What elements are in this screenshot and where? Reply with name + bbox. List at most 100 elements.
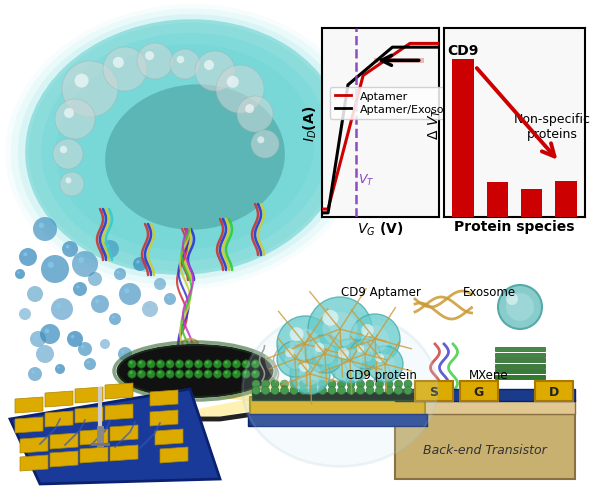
Ellipse shape <box>55 364 65 374</box>
Ellipse shape <box>95 300 100 304</box>
Ellipse shape <box>299 363 321 385</box>
Circle shape <box>251 360 260 368</box>
Ellipse shape <box>145 52 154 61</box>
Polygon shape <box>80 447 108 463</box>
Ellipse shape <box>133 258 147 271</box>
Polygon shape <box>395 414 575 479</box>
Ellipse shape <box>73 283 87 296</box>
Ellipse shape <box>328 339 372 383</box>
Ellipse shape <box>41 256 69 284</box>
Circle shape <box>196 371 199 374</box>
Circle shape <box>167 371 170 374</box>
Bar <box>495 353 545 357</box>
Polygon shape <box>160 447 188 463</box>
Circle shape <box>404 386 412 395</box>
Circle shape <box>376 380 383 388</box>
Ellipse shape <box>91 295 109 313</box>
Ellipse shape <box>290 327 304 342</box>
Circle shape <box>337 380 346 388</box>
Ellipse shape <box>113 58 124 69</box>
Circle shape <box>234 371 237 374</box>
Ellipse shape <box>33 218 57 242</box>
Ellipse shape <box>88 272 102 286</box>
Text: CD9 Aptamer: CD9 Aptamer <box>341 285 421 299</box>
Polygon shape <box>50 451 78 467</box>
Ellipse shape <box>41 34 329 262</box>
Ellipse shape <box>103 48 147 92</box>
Ellipse shape <box>27 286 43 303</box>
Polygon shape <box>395 399 575 414</box>
Circle shape <box>244 371 247 374</box>
Bar <box>495 358 545 362</box>
Polygon shape <box>10 389 220 484</box>
Ellipse shape <box>290 354 330 394</box>
Ellipse shape <box>361 325 389 353</box>
Polygon shape <box>105 383 133 399</box>
Bar <box>395 389 575 401</box>
Bar <box>415 381 453 401</box>
Circle shape <box>156 370 164 378</box>
Text: Non-specific
proteins: Non-specific proteins <box>514 112 591 141</box>
Circle shape <box>224 361 227 364</box>
Ellipse shape <box>25 20 345 275</box>
Circle shape <box>158 371 161 374</box>
Circle shape <box>130 361 133 364</box>
Polygon shape <box>15 397 43 413</box>
Ellipse shape <box>31 370 34 374</box>
Ellipse shape <box>29 24 341 272</box>
Ellipse shape <box>314 344 335 365</box>
Ellipse shape <box>55 100 95 140</box>
Ellipse shape <box>242 312 437 467</box>
Polygon shape <box>105 404 133 420</box>
Circle shape <box>234 361 237 364</box>
Circle shape <box>395 386 403 395</box>
Circle shape <box>139 361 142 364</box>
Circle shape <box>506 293 534 321</box>
Ellipse shape <box>137 44 173 80</box>
Ellipse shape <box>306 335 344 373</box>
Bar <box>535 381 573 401</box>
Ellipse shape <box>23 253 28 257</box>
Text: MXene: MXene <box>469 368 509 382</box>
Circle shape <box>337 386 346 395</box>
Circle shape <box>498 285 542 329</box>
Bar <box>495 375 545 379</box>
Ellipse shape <box>308 297 372 361</box>
Ellipse shape <box>204 61 214 71</box>
Circle shape <box>506 293 518 305</box>
Bar <box>460 381 498 401</box>
Ellipse shape <box>84 358 96 370</box>
Ellipse shape <box>237 97 273 133</box>
Ellipse shape <box>100 339 110 349</box>
Circle shape <box>147 370 155 378</box>
Circle shape <box>215 361 218 364</box>
Ellipse shape <box>78 342 92 356</box>
Ellipse shape <box>101 241 119 259</box>
Ellipse shape <box>136 261 139 264</box>
Ellipse shape <box>67 331 83 347</box>
Ellipse shape <box>64 109 74 119</box>
Circle shape <box>328 380 336 388</box>
Ellipse shape <box>78 258 84 264</box>
Y-axis label: $I_D$(A): $I_D$(A) <box>302 105 319 141</box>
Ellipse shape <box>17 272 20 274</box>
Ellipse shape <box>30 331 46 347</box>
Ellipse shape <box>105 85 285 230</box>
Ellipse shape <box>164 293 176 305</box>
Circle shape <box>232 360 241 368</box>
Ellipse shape <box>367 346 403 382</box>
Circle shape <box>196 361 199 364</box>
Ellipse shape <box>19 308 31 320</box>
Ellipse shape <box>285 348 294 358</box>
Ellipse shape <box>322 310 338 326</box>
Ellipse shape <box>45 329 49 334</box>
Circle shape <box>223 360 231 368</box>
Ellipse shape <box>118 347 132 361</box>
Circle shape <box>385 386 393 395</box>
Polygon shape <box>20 437 48 453</box>
Circle shape <box>328 386 336 395</box>
Circle shape <box>319 380 326 388</box>
Circle shape <box>253 371 256 374</box>
Circle shape <box>137 370 146 378</box>
Text: $V_T$: $V_T$ <box>358 172 374 187</box>
